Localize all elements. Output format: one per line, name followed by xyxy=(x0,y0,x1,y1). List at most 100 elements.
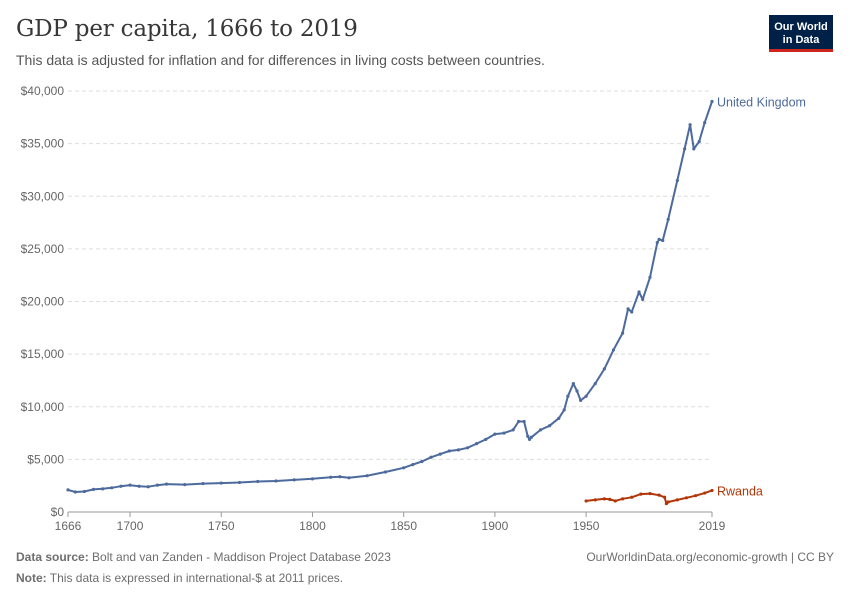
data-point xyxy=(579,398,583,403)
y-tick-label: $0 xyxy=(51,505,65,519)
logo-line-1: Our World xyxy=(774,21,828,33)
x-tick-label: 1750 xyxy=(208,519,235,533)
data-point xyxy=(219,481,223,485)
data-point xyxy=(438,452,442,456)
y-tick-label: $5,000 xyxy=(27,452,64,466)
data-point xyxy=(621,331,625,335)
data-point xyxy=(527,437,532,441)
x-tick-label: 2019 xyxy=(699,519,726,533)
data-point xyxy=(666,500,670,504)
data-point xyxy=(575,389,579,393)
data-point xyxy=(517,419,521,424)
series-line-united-kingdom xyxy=(67,101,713,493)
data-point xyxy=(402,466,406,470)
y-tick-label: $25,000 xyxy=(21,242,65,256)
data-point xyxy=(662,495,667,499)
data-point xyxy=(584,394,588,398)
x-tick-label: 1850 xyxy=(390,519,417,533)
series-label: Rwanda xyxy=(717,484,763,498)
data-point xyxy=(593,498,597,502)
data-point xyxy=(155,483,159,487)
data-point xyxy=(347,476,351,480)
data-point xyxy=(164,482,169,486)
y-tick-label: $20,000 xyxy=(21,295,65,309)
data-point xyxy=(420,459,424,464)
data-point xyxy=(602,367,606,371)
data-point xyxy=(128,483,132,487)
data-point xyxy=(566,394,570,398)
data-point xyxy=(502,431,506,435)
data-point xyxy=(548,424,552,428)
data-point xyxy=(693,494,698,498)
data-point xyxy=(465,446,470,450)
data-point xyxy=(710,99,714,104)
data-point xyxy=(292,478,296,482)
data-point xyxy=(383,470,388,474)
series-label: United Kingdom xyxy=(717,96,806,110)
data-point xyxy=(710,488,714,493)
data-point xyxy=(621,497,625,501)
data-source-text[interactable]: Bolt and van Zanden - Maddison Project D… xyxy=(92,550,391,564)
data-point xyxy=(91,487,96,491)
x-tick-label: 1700 xyxy=(117,519,144,533)
data-point xyxy=(119,484,123,488)
data-point xyxy=(447,449,451,453)
data-point xyxy=(256,479,260,484)
data-point xyxy=(641,297,645,301)
data-point xyxy=(666,217,670,222)
data-note: Note: This data is expressed in internat… xyxy=(16,571,343,585)
data-point xyxy=(456,448,461,452)
data-point xyxy=(329,475,333,479)
data-point xyxy=(475,441,479,446)
y-tick-label: $30,000 xyxy=(21,189,65,203)
data-point xyxy=(529,435,533,439)
data-note-text: This data is expressed in international-… xyxy=(49,571,344,585)
data-point xyxy=(630,310,634,314)
y-tick-label: $40,000 xyxy=(21,84,65,98)
data-point xyxy=(110,486,114,490)
data-point xyxy=(611,348,616,352)
data-point xyxy=(137,484,141,488)
y-tick-label: $10,000 xyxy=(21,400,65,414)
data-point xyxy=(703,120,707,125)
x-tick-label: 1800 xyxy=(299,519,326,533)
data-point xyxy=(648,275,652,279)
data-point xyxy=(661,238,665,243)
data-point xyxy=(511,428,515,432)
y-tick-label: $15,000 xyxy=(21,347,65,361)
x-tick-label: 1900 xyxy=(482,519,509,533)
data-point xyxy=(683,147,687,151)
line-chart: $0 $5,000 $10,000 $15,000 $20,000 $25,000 $30,… xyxy=(21,84,806,533)
data-point xyxy=(526,434,530,438)
data-point xyxy=(101,487,105,491)
data-point xyxy=(626,307,630,311)
data-point xyxy=(684,496,689,500)
owid-logo[interactable]: Our World in Data xyxy=(769,15,833,52)
data-point xyxy=(183,483,187,487)
data-point xyxy=(613,499,617,503)
data-point xyxy=(411,463,415,467)
data-point xyxy=(571,381,575,386)
source-url-link[interactable]: OurWorldinData.org/economic-growth | CC … xyxy=(586,550,834,564)
data-point xyxy=(66,488,70,492)
data-point xyxy=(484,437,488,441)
chart-subtitle: This data is adjusted for inflation and … xyxy=(16,52,545,68)
data-point xyxy=(602,497,606,501)
data-point xyxy=(657,237,661,242)
data-point xyxy=(429,455,433,459)
data-point xyxy=(692,147,696,151)
data-point xyxy=(655,240,659,245)
data-point xyxy=(82,489,87,494)
data-source-label: Data source: xyxy=(16,550,89,564)
chart-title: GDP per capita, 1666 to 2019 xyxy=(16,16,358,42)
x-tick-label: 1950 xyxy=(573,519,600,533)
data-point xyxy=(648,491,652,496)
data-point xyxy=(338,475,342,479)
data-point xyxy=(237,480,242,485)
data-point xyxy=(493,432,497,436)
data-point xyxy=(630,495,634,499)
data-point xyxy=(274,479,278,483)
data-point xyxy=(562,408,566,412)
data-point xyxy=(146,485,150,489)
data-point xyxy=(73,490,77,494)
